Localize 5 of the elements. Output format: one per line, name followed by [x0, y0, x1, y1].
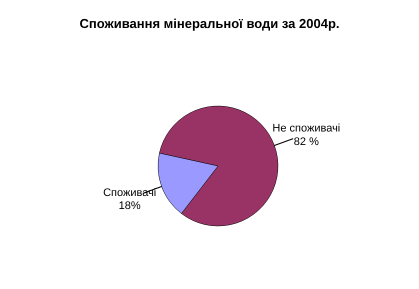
data-label: 18%	[118, 200, 141, 212]
chart-title: Споживання мінеральної води за 2004р.	[78, 15, 340, 33]
slice-label: Споживачі	[103, 186, 156, 199]
slice-label: Не споживачі	[272, 122, 340, 135]
data-label: 82 %	[294, 136, 320, 148]
